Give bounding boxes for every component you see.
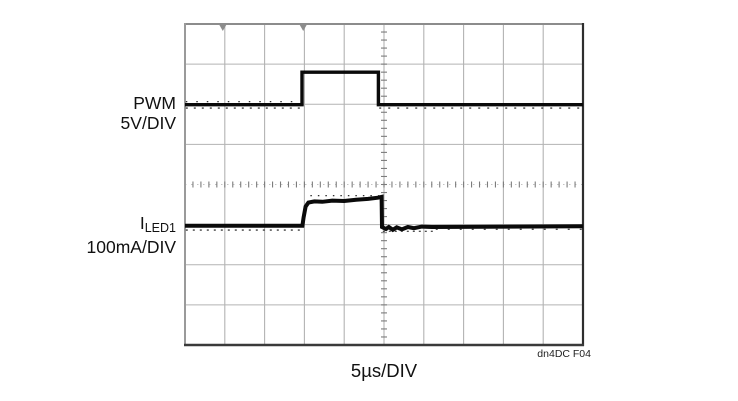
trace-label-iled1-subscript: LED1 <box>144 220 176 235</box>
trace-label-pwm: PWM 5V/DIV <box>120 93 176 133</box>
trace-label-iled1: ILED1 100mA/DIV <box>86 213 176 258</box>
timebase-label: 5µs/DIV <box>350 360 418 381</box>
trace-label-iled1-name: ILED1 <box>139 213 176 235</box>
trace-label-iled1-scale: 100mA/DIV <box>86 237 176 258</box>
trace-label-pwm-name: PWM <box>133 93 176 113</box>
trace-label-pwm-scale: 5V/DIV <box>120 112 176 133</box>
figure-id: dn4DC F04 <box>537 348 591 360</box>
